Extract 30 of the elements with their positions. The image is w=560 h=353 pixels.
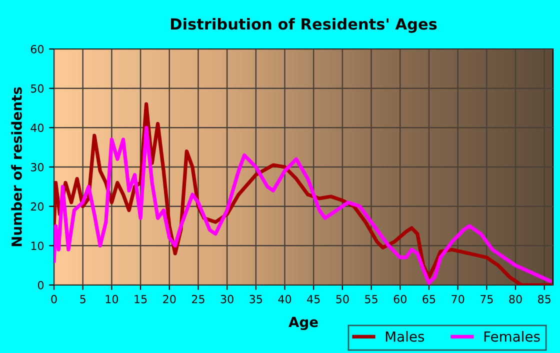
x-tick-label: 85	[538, 294, 550, 304]
x-tick-label: 60	[394, 294, 406, 304]
x-axis-title: Age	[288, 316, 318, 330]
y-tick-label: 40	[30, 124, 44, 132]
x-tick-label: 45	[307, 295, 320, 304]
legend-label: Males	[386, 331, 424, 342]
y-tick-label: 50	[30, 84, 44, 93]
x-tick-label: 55	[365, 295, 378, 304]
x-tick-label: 50	[336, 294, 349, 304]
x-tick-label: 75	[480, 295, 493, 304]
x-tick-label: 65	[422, 294, 436, 304]
y-axis-title: Number of residents	[11, 87, 22, 246]
x-tick-label: 25	[192, 294, 204, 304]
x-tick-label: 40	[278, 294, 292, 304]
x-tick-label: 20	[163, 294, 176, 304]
x-tick-label: 35	[250, 294, 262, 304]
y-tick-label: 60	[30, 44, 44, 54]
x-tick-label: 70	[452, 294, 464, 304]
y-tick-label: 20	[30, 202, 44, 211]
y-tick-label: 30	[30, 162, 44, 172]
x-tick-label: 0	[51, 294, 57, 304]
y-tick-label: 10	[31, 242, 44, 250]
x-tick-label: 10	[106, 294, 118, 304]
chart-title: Distribution of Residents' Ages	[170, 18, 437, 33]
x-tick-label: 5	[80, 295, 86, 304]
x-tick-label: 30	[220, 294, 234, 304]
y-tick-label: 0	[38, 280, 44, 290]
x-tick-label: 15	[134, 295, 147, 304]
legend-label: Females	[484, 331, 540, 342]
x-tick-label: 80	[509, 294, 522, 304]
